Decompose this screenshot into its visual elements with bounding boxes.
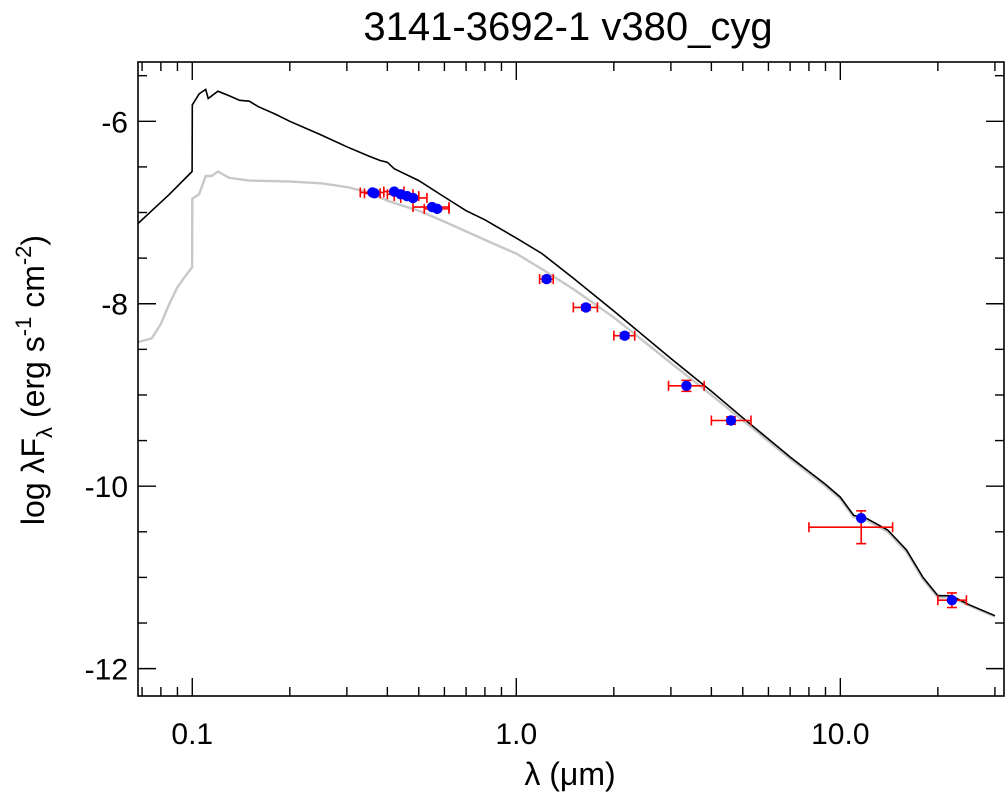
reddened-model-sed-line	[138, 170, 996, 618]
y-axis-label: log λFλ (erg s-1 cm-2)	[11, 235, 57, 525]
error-bar	[808, 510, 894, 545]
x-tick-label: 0.1	[171, 718, 213, 751]
plot-frame	[137, 61, 1005, 697]
y-tick-label: -10	[85, 471, 128, 504]
data-point	[725, 415, 737, 426]
x-tick-label: 1.0	[495, 718, 537, 751]
data-point	[431, 203, 443, 215]
data-point	[407, 192, 419, 204]
chart-title: 3141-3692-1 v380_cyg	[363, 5, 772, 49]
plot-area	[138, 88, 996, 618]
data-point	[619, 330, 630, 341]
y-tick-label: -12	[85, 654, 128, 687]
axis-ticks: 0.1 1.0 10.0 -6 -8 -10 -12	[85, 62, 1004, 751]
data-point	[369, 188, 380, 199]
x-tick-label: 10.0	[811, 718, 869, 751]
x-axis-label: λ (μm)	[524, 756, 615, 792]
data-point	[856, 512, 867, 524]
data-point	[946, 595, 958, 606]
y-tick-label: -6	[101, 106, 128, 139]
data-point	[580, 302, 592, 313]
y-tick-label: -8	[101, 289, 128, 322]
data-point	[681, 380, 692, 392]
model-sed-line	[138, 88, 996, 617]
data-point	[541, 273, 552, 285]
